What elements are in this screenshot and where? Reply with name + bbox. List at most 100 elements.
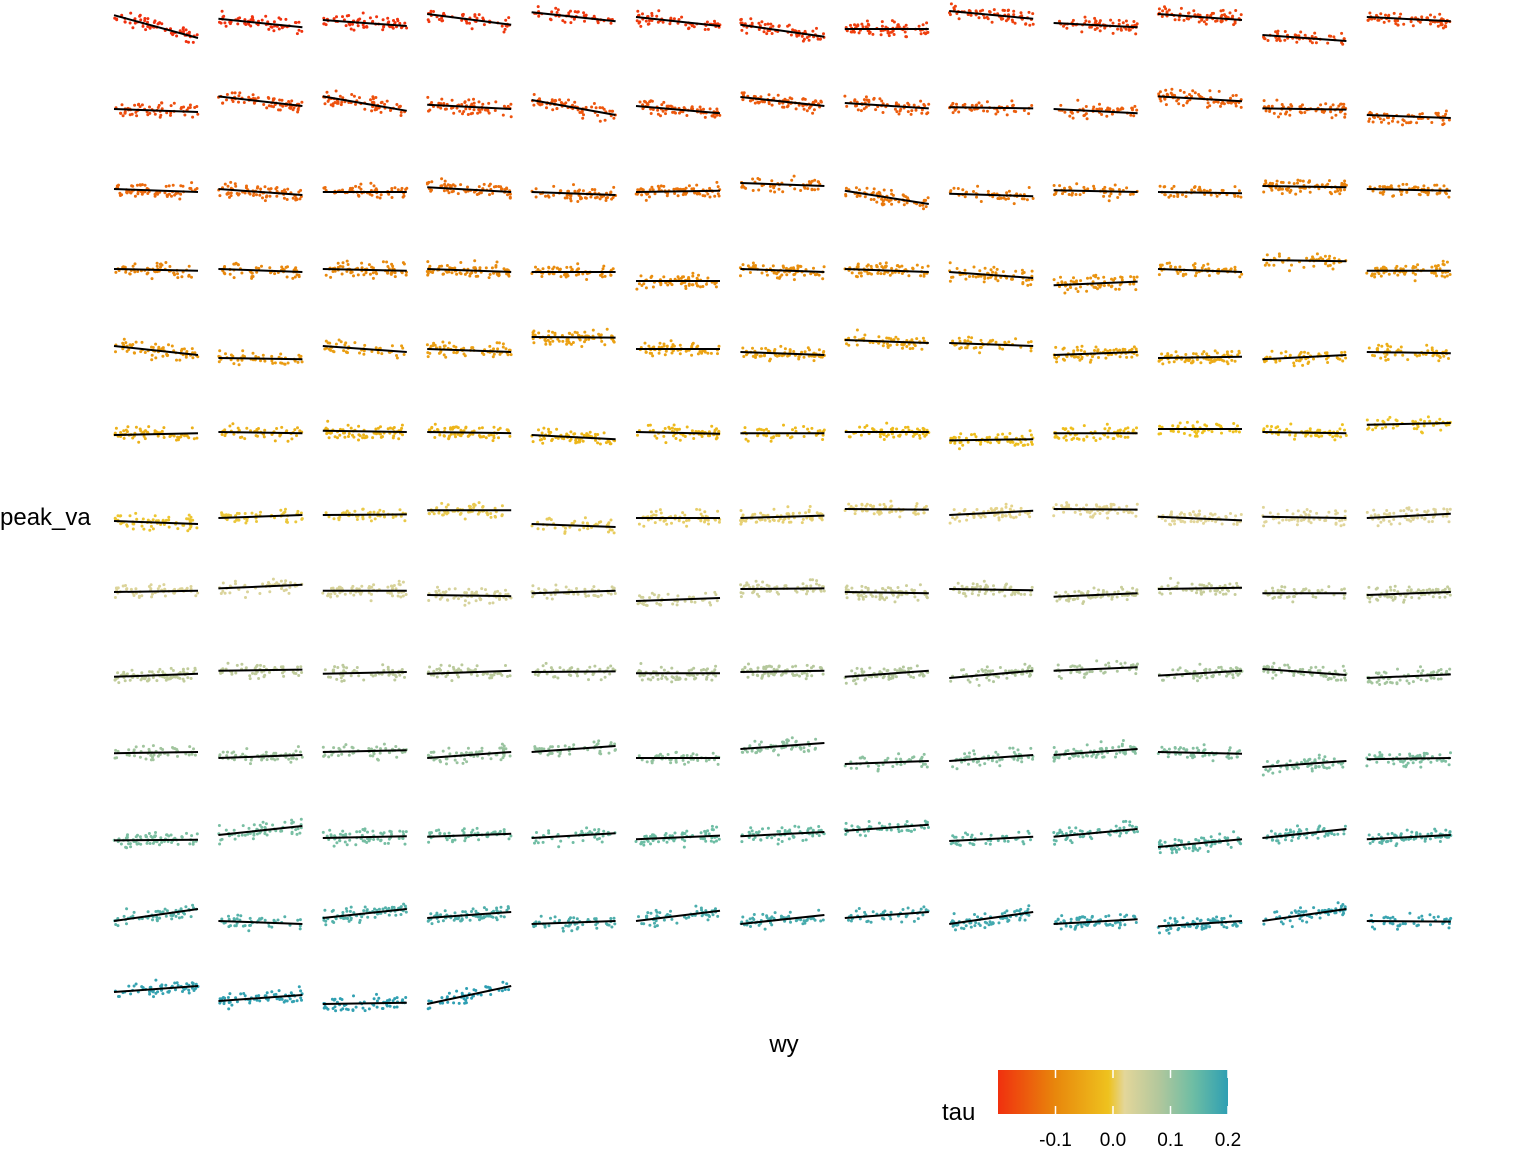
scatter-point	[952, 186, 956, 190]
scatter-point	[255, 428, 259, 431]
scatter-point	[994, 340, 998, 344]
scatter-point	[786, 433, 790, 437]
scatter-point	[296, 110, 300, 114]
scatter-point	[1200, 18, 1204, 22]
scatter-point	[386, 427, 390, 431]
scatter-point	[458, 433, 462, 437]
scatter-point	[659, 184, 663, 188]
scatter-point	[1093, 349, 1096, 352]
scatter-point	[146, 25, 150, 28]
scatter-point	[456, 192, 460, 196]
scatter-point	[879, 272, 883, 276]
scatter-point	[549, 18, 553, 22]
scatter-point	[237, 363, 241, 367]
scatter-point	[598, 106, 602, 110]
scatter-point	[264, 14, 268, 18]
scatter-point	[985, 109, 989, 113]
scatter-point	[816, 180, 820, 184]
scatter-point	[229, 191, 233, 195]
scatter-point	[1110, 277, 1113, 281]
scatter-point	[392, 19, 395, 22]
scatter-point	[550, 10, 554, 14]
scatter-point	[537, 14, 541, 18]
scatter-point	[1192, 352, 1195, 356]
scatter-point	[177, 438, 180, 442]
scatter-point	[749, 17, 753, 21]
scatter-point	[156, 22, 160, 26]
scatter-point	[705, 20, 709, 24]
trend-line	[1157, 13, 1243, 21]
trend-line	[635, 16, 721, 27]
scatter-point	[575, 331, 579, 335]
trend-line	[1366, 351, 1451, 355]
scatter-point	[349, 426, 353, 430]
scatter-point	[477, 13, 481, 17]
scatter-point	[150, 353, 154, 357]
scatter-point	[641, 12, 644, 16]
scatter-point	[1205, 352, 1209, 356]
scatter-point	[263, 185, 267, 189]
scatter-point	[1340, 181, 1344, 185]
scatter-point	[585, 278, 589, 281]
scatter-point	[1205, 13, 1209, 17]
scatter-point	[926, 196, 930, 200]
scatter-point	[488, 273, 492, 276]
scatter-point	[256, 96, 260, 100]
scatter-point	[143, 351, 147, 354]
scatter-point	[767, 93, 771, 97]
scatter-point	[678, 427, 681, 431]
scatter-point	[1031, 22, 1035, 26]
scatter-point	[507, 16, 511, 20]
scatter-point	[1279, 112, 1282, 116]
scatter-point	[882, 202, 886, 206]
scatter-point	[1331, 103, 1335, 107]
facet-panel	[949, 429, 1035, 451]
scatter-point	[901, 193, 905, 197]
scatter-point	[1205, 18, 1209, 21]
scatter-point	[1236, 194, 1240, 198]
scatter-point	[498, 426, 502, 430]
scatter-point	[713, 282, 717, 286]
scatter-point	[1021, 282, 1025, 286]
scatter-point	[977, 16, 981, 20]
scatter-point	[951, 102, 955, 106]
scatter-point	[487, 101, 491, 105]
trend-line	[1157, 355, 1243, 359]
scatter-point	[1295, 40, 1299, 44]
scatter-point	[147, 425, 151, 429]
facet-panel	[1052, 273, 1139, 295]
scatter-point	[1055, 435, 1059, 439]
scatter-point	[1106, 429, 1110, 433]
scatter-point	[160, 429, 164, 433]
scatter-point	[446, 183, 450, 187]
scatter-point	[1007, 340, 1011, 344]
scatter-point	[1027, 112, 1031, 116]
scatter-point	[154, 342, 158, 346]
scatter-point	[598, 442, 602, 446]
scatter-point	[332, 17, 336, 21]
scatter-point	[426, 271, 430, 275]
trend-line	[1262, 259, 1347, 263]
scatter-point	[859, 433, 863, 437]
scatter-point	[386, 21, 390, 25]
scatter-point	[780, 354, 784, 358]
scatter-point	[1270, 425, 1273, 428]
scatter-point	[745, 31, 749, 35]
scatter-point	[1284, 112, 1288, 115]
scatter-point	[703, 194, 707, 198]
scatter-point	[1339, 435, 1343, 439]
scatter-point	[695, 183, 699, 187]
scatter-point	[1409, 20, 1413, 24]
scatter-point	[555, 107, 559, 111]
scatter-point	[498, 352, 502, 356]
scatter-point	[1092, 436, 1096, 440]
scatter-point	[1185, 420, 1189, 424]
scatter-point	[708, 195, 712, 199]
scatter-point	[1173, 265, 1177, 269]
scatter-point	[684, 284, 688, 288]
scatter-point	[506, 428, 510, 432]
scatter-point	[1166, 354, 1170, 358]
scatter-point	[1121, 21, 1125, 25]
scatter-point	[129, 11, 133, 15]
scatter-point	[861, 25, 865, 29]
